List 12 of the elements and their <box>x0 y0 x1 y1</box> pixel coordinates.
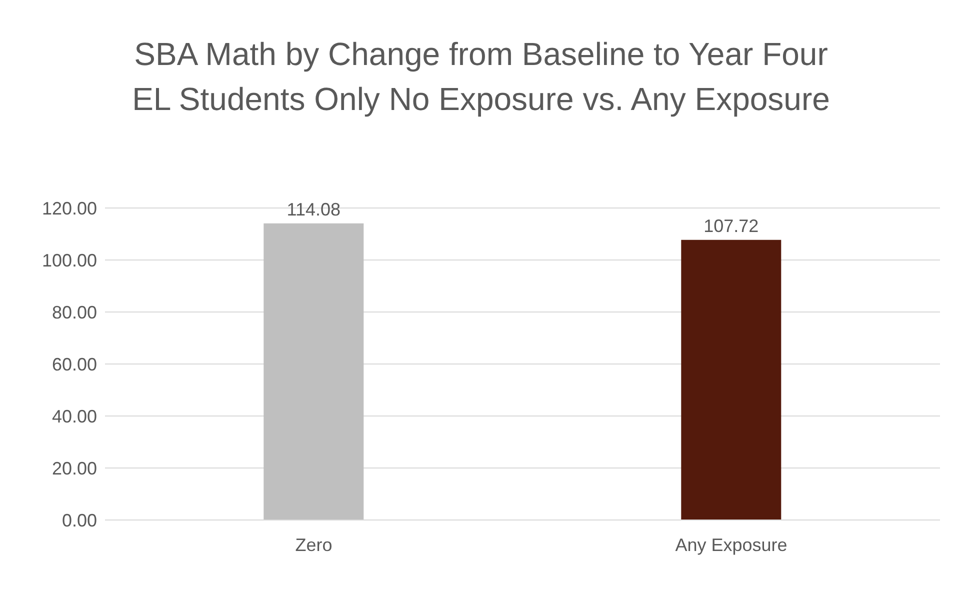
y-tick-label: 80.00 <box>52 302 97 322</box>
y-tick-label: 0.00 <box>62 510 97 530</box>
y-tick-label: 40.00 <box>52 406 97 426</box>
y-tick-label: 20.00 <box>52 458 97 478</box>
data-label: 114.08 <box>286 199 341 220</box>
y-tick-label: 60.00 <box>52 354 97 374</box>
y-tick-label: 100.00 <box>42 250 97 270</box>
chart-title: SBA Math by Change from Baseline to Year Four EL Students Only No Exposure vs. Any Exposure <box>131 35 831 119</box>
x-tick-label: Any Exposure <box>675 534 788 555</box>
y-tick-label: 120.00 <box>42 198 97 218</box>
data-label: 107.72 <box>704 216 759 236</box>
x-tick-label: Zero <box>295 534 332 555</box>
